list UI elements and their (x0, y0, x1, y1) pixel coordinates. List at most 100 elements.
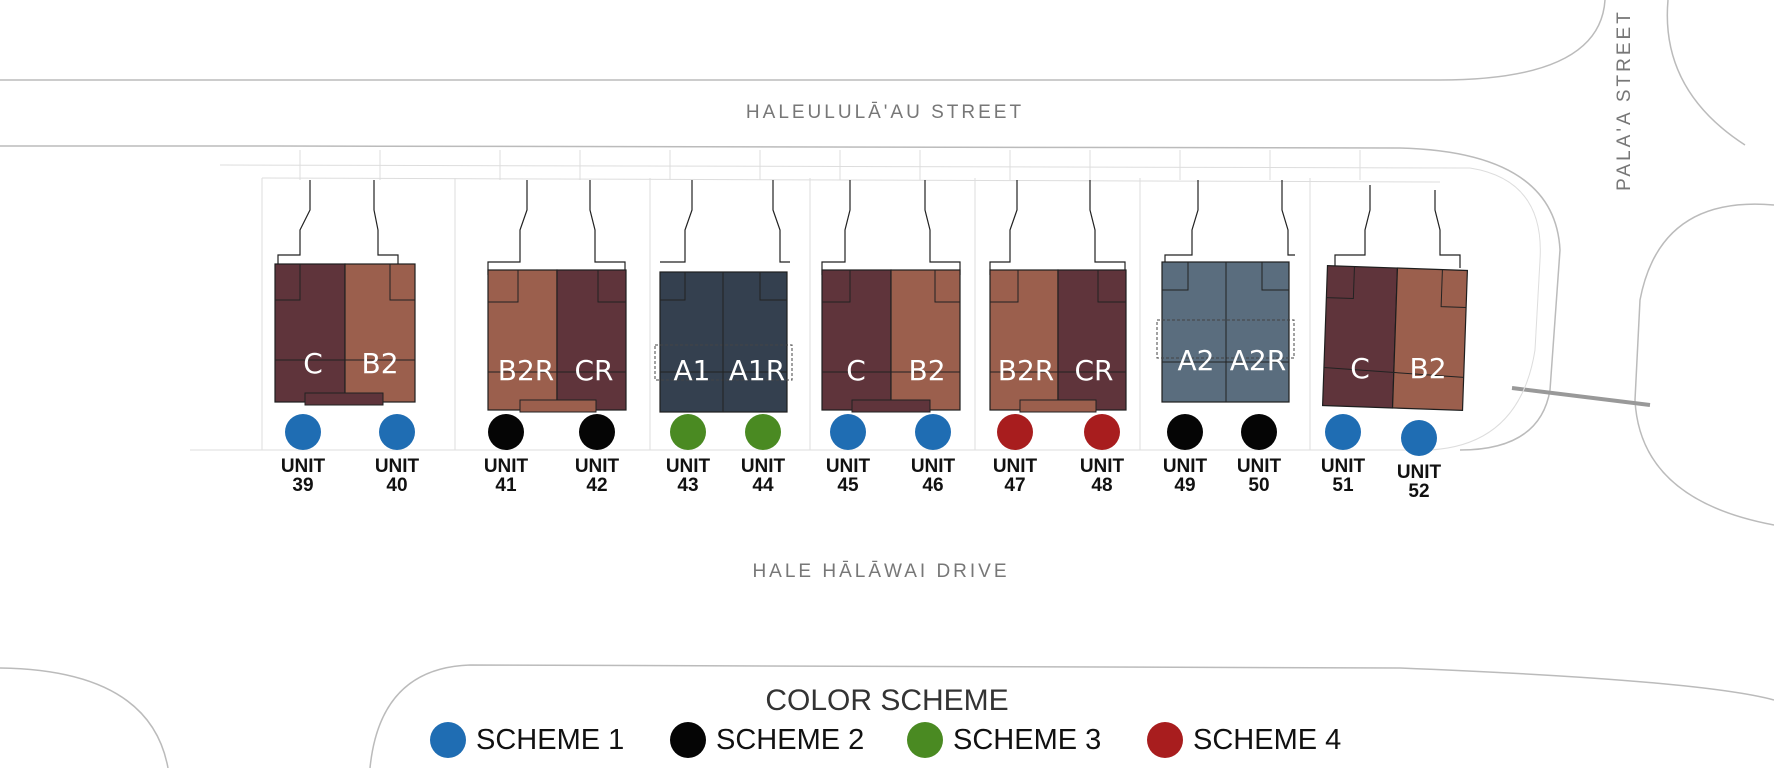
unit-number-label: 41 (495, 475, 517, 496)
building-4[interactable]: C B2 (821, 269, 961, 413)
building-5[interactable]: B2R CR (989, 269, 1127, 413)
unit-number-label: 42 (586, 475, 607, 496)
scheme-1-dot[interactable] (830, 414, 866, 450)
legend-item-scheme-4: SCHEME 4 (1147, 720, 1341, 760)
legend-item-scheme-3: SCHEME 3 (907, 720, 1101, 760)
legend-label: SCHEME 1 (476, 723, 625, 756)
unit-word-label: UNIT (1163, 456, 1208, 477)
legend-label: SCHEME 4 (1193, 723, 1342, 756)
unit-word-label: UNIT (1237, 456, 1282, 477)
building-5-unit-48[interactable] (1057, 269, 1127, 411)
unit-word-label: UNIT (375, 456, 420, 477)
plan-label: B2R (998, 354, 1054, 387)
unit-number-label: 44 (752, 475, 774, 496)
north-street-label: HALEULULĀ'AU STREET (746, 102, 1024, 123)
unit-number-label: 47 (1004, 475, 1025, 496)
unit-number-label: 52 (1408, 481, 1429, 502)
unit-word-label: UNIT (826, 456, 871, 477)
unit-number-label: 43 (677, 475, 698, 496)
building-4-unit-46[interactable] (890, 269, 961, 411)
unit-word-label: UNIT (575, 456, 620, 477)
building-7-unit-51[interactable] (1321, 264, 1399, 409)
scheme-3-dot[interactable] (670, 414, 706, 450)
legend-title: COLOR SCHEME (765, 684, 1009, 717)
building-3[interactable]: A1 A1R (654, 271, 793, 413)
unit-word-label: UNIT (993, 456, 1038, 477)
unit-word-label: UNIT (911, 456, 956, 477)
south-street-label: HALE HĀLĀWAI DRIVE (752, 561, 1009, 582)
plan-label: A1R (729, 354, 785, 387)
scheme-1-dot (430, 722, 466, 758)
building-2[interactable]: B2R CR (487, 269, 627, 413)
unit-word-label: UNIT (484, 456, 529, 477)
building-2-unit-42[interactable] (556, 269, 627, 411)
scheme-4-dot (1147, 722, 1183, 758)
unit-number-label: 49 (1174, 475, 1195, 496)
scheme-1-dot[interactable] (1401, 420, 1437, 456)
legend-item-scheme-1: SCHEME 1 (430, 720, 624, 760)
plan-label: A2R (1230, 344, 1286, 377)
scheme-2-dot[interactable] (488, 414, 524, 450)
scheme-2-dot (670, 722, 706, 758)
building-7[interactable]: C B2 (1321, 264, 1469, 412)
scheme-1-dot[interactable] (379, 414, 415, 450)
unit-word-label: UNIT (741, 456, 786, 477)
scheme-3-dot (907, 722, 943, 758)
scheme-2-dot[interactable] (1241, 414, 1277, 450)
color-scheme-legend: COLOR SCHEME SCHEME 1 SCHEME 2 SCHEME 3 … (0, 684, 1774, 768)
plan-label: B2 (908, 354, 945, 387)
unit-number-label: 46 (922, 475, 943, 496)
scheme-2-dot[interactable] (579, 414, 615, 450)
scheme-1-dot[interactable] (1325, 414, 1361, 450)
legend-item-scheme-2: SCHEME 2 (670, 720, 864, 760)
unit-word-label: UNIT (281, 456, 326, 477)
unit-number-label: 40 (386, 475, 407, 496)
scheme-2-dot[interactable] (1167, 414, 1203, 450)
scheme-3-dot[interactable] (745, 414, 781, 450)
building-6[interactable]: A2 A2R (1156, 261, 1295, 403)
scheme-4-dot[interactable] (1084, 414, 1120, 450)
plan-label: C (303, 347, 323, 380)
building-5-unit-47[interactable] (989, 269, 1059, 411)
unit-number-label: 48 (1091, 475, 1112, 496)
building-1-unit-40[interactable] (344, 263, 416, 403)
building-2-unit-41[interactable] (487, 269, 558, 411)
plan-label: A2 (1178, 344, 1215, 377)
plan-label: C (1350, 352, 1370, 385)
plan-label: CR (574, 354, 613, 387)
building-1-unit-39[interactable] (274, 263, 346, 403)
building-1[interactable]: C B2 (274, 263, 416, 406)
building-7-unit-52[interactable] (1391, 267, 1469, 412)
unit-number-label: 45 (837, 475, 859, 496)
lot-lines (190, 150, 1541, 451)
legend-label: SCHEME 3 (953, 723, 1102, 756)
building-4-unit-45[interactable] (821, 269, 892, 411)
unit-number-label: 51 (1332, 475, 1354, 496)
scheme-1-dot[interactable] (285, 414, 321, 450)
scheme-4-dot[interactable] (997, 414, 1033, 450)
scheme-1-dot[interactable] (915, 414, 951, 450)
plan-label: B2 (1409, 352, 1446, 385)
east-street-label: PALA'A STREET (1614, 9, 1635, 191)
legend-label: SCHEME 2 (716, 723, 865, 756)
plan-label: A1 (674, 354, 711, 387)
plan-label: B2 (361, 347, 398, 380)
unit-word-label: UNIT (1080, 456, 1125, 477)
unit-word-label: UNIT (1397, 462, 1442, 483)
